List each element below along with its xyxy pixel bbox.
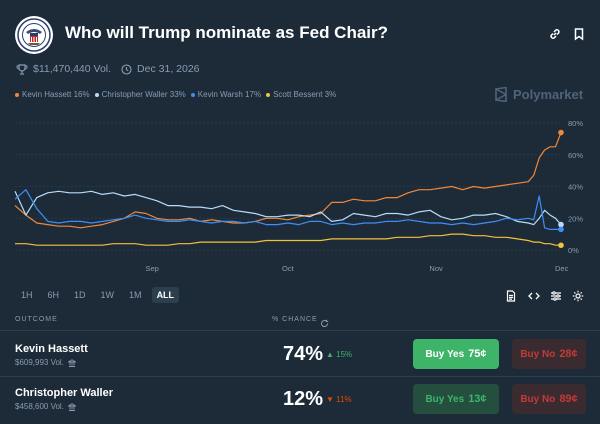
buy-no-button[interactable]: Buy No 28¢ bbox=[512, 339, 586, 369]
legend-label: Christopher Waller 33% bbox=[101, 90, 186, 99]
series-endpoint bbox=[558, 226, 564, 233]
settings-gear-icon[interactable] bbox=[572, 289, 584, 302]
end-date: Dec 31, 2026 bbox=[137, 63, 200, 75]
y-tick-label: 20% bbox=[568, 214, 583, 223]
y-tick-label: 40% bbox=[568, 183, 583, 192]
outcome-volume-text: $609,993 Vol. bbox=[15, 358, 64, 367]
x-tick-label: Sep bbox=[146, 264, 159, 273]
range-6h[interactable]: 6H bbox=[47, 290, 60, 300]
time-range-selector: 1H 6H 1D 1W 1M ALL bbox=[16, 287, 184, 303]
legend-item: Kevin Warsh 17% bbox=[190, 90, 262, 99]
outcome-name[interactable]: Christopher Waller bbox=[15, 387, 113, 399]
chance-value: 12% bbox=[283, 388, 324, 410]
x-tick-label: Nov bbox=[429, 264, 443, 273]
buy-yes-label: Buy Yes bbox=[425, 393, 465, 405]
outcome-volume: $609,993 Vol. bbox=[15, 358, 76, 367]
range-1m[interactable]: 1M bbox=[129, 290, 142, 300]
legend-dot bbox=[15, 92, 19, 97]
range-1w[interactable]: 1W bbox=[100, 290, 115, 300]
legend-label: Scott Bessent 3% bbox=[273, 90, 337, 99]
market-title: Who will Trump nominate as Fed Chair? bbox=[65, 23, 389, 42]
outcome-name[interactable]: Kevin Hassett bbox=[15, 343, 88, 355]
total-volume: $11,470,440 Vol. bbox=[33, 63, 112, 75]
series-endpoint bbox=[558, 129, 564, 136]
market-meta: $11,470,440 Vol. Dec 31, 2026 bbox=[16, 63, 200, 75]
x-tick-label: Dec bbox=[555, 264, 569, 273]
polymarket-brand: Polymarket bbox=[494, 87, 583, 102]
embed-code-icon[interactable] bbox=[528, 289, 540, 301]
buy-yes-button[interactable]: Buy Yes 75¢ bbox=[413, 339, 499, 369]
polymarket-logo-icon bbox=[495, 87, 508, 102]
buy-no-price: 28¢ bbox=[559, 348, 578, 360]
outcome-volume: $458,600 Vol. bbox=[15, 402, 76, 411]
bank-icon bbox=[67, 402, 76, 411]
bookmark-icon[interactable] bbox=[572, 27, 586, 41]
brand-name: Polymarket bbox=[513, 87, 584, 102]
y-tick-label: 60% bbox=[568, 151, 583, 160]
legend-item: Christopher Waller 33% bbox=[94, 90, 186, 99]
chance-column-header[interactable]: % CHANCE bbox=[272, 316, 318, 323]
series-line-kevin-hassett bbox=[14, 132, 562, 229]
buy-yes-price: 75¢ bbox=[468, 348, 487, 360]
chance-delta: ▼ 11% bbox=[326, 395, 352, 404]
buy-no-label: Buy No bbox=[520, 348, 556, 360]
legend-dot bbox=[94, 92, 99, 97]
divider bbox=[0, 376, 600, 377]
y-tick-label: 0% bbox=[568, 246, 579, 255]
buy-no-price: 89¢ bbox=[559, 393, 578, 405]
divider bbox=[0, 330, 600, 331]
legend-label: Kevin Hassett 16% bbox=[22, 90, 90, 99]
buy-no-label: Buy No bbox=[520, 393, 556, 405]
chart-legend: Kevin Hassett 16% Christopher Waller 33%… bbox=[15, 90, 341, 99]
range-1h[interactable]: 1H bbox=[21, 290, 33, 300]
buy-yes-button[interactable]: Buy Yes 13¢ bbox=[413, 384, 499, 414]
series-line-kevin-warsh bbox=[14, 189, 561, 231]
bank-icon bbox=[67, 358, 76, 367]
buy-yes-price: 13¢ bbox=[468, 393, 487, 405]
range-1d[interactable]: 1D bbox=[74, 290, 86, 300]
document-icon[interactable] bbox=[505, 289, 517, 302]
legend-dot bbox=[190, 92, 195, 97]
buy-yes-label: Buy Yes bbox=[425, 348, 465, 360]
legend-item: Kevin Hassett 16% bbox=[15, 90, 90, 99]
legend-dot bbox=[266, 92, 271, 97]
fed-seal-logo bbox=[14, 15, 54, 55]
legend-label: Kevin Warsh 17% bbox=[197, 90, 262, 99]
chance-value: 74% bbox=[283, 343, 324, 365]
price-chart[interactable]: 80% 60% 40% 20% 0% Sep Oct Nov Dec bbox=[0, 110, 600, 282]
buy-no-button[interactable]: Buy No 89¢ bbox=[512, 384, 586, 414]
chance-delta: ▲ 15% bbox=[326, 350, 353, 359]
link-icon[interactable] bbox=[548, 27, 562, 41]
series-endpoint bbox=[558, 242, 564, 249]
y-tick-label: 80% bbox=[568, 119, 583, 128]
range-all[interactable]: ALL bbox=[151, 287, 180, 303]
clock-icon bbox=[121, 63, 132, 75]
sliders-icon[interactable] bbox=[550, 289, 562, 301]
trophy-icon bbox=[16, 63, 28, 75]
x-tick-label: Oct bbox=[282, 264, 295, 273]
series-line-christopher-waller bbox=[14, 190, 562, 226]
outcome-volume-text: $458,600 Vol. bbox=[15, 402, 64, 411]
legend-item: Scott Bessent 3% bbox=[266, 90, 336, 99]
outcome-column-header: OUTCOME bbox=[15, 316, 58, 323]
refresh-icon[interactable] bbox=[320, 315, 329, 333]
series-line-scott-bessent bbox=[15, 233, 561, 246]
series-endpoint bbox=[558, 221, 564, 228]
